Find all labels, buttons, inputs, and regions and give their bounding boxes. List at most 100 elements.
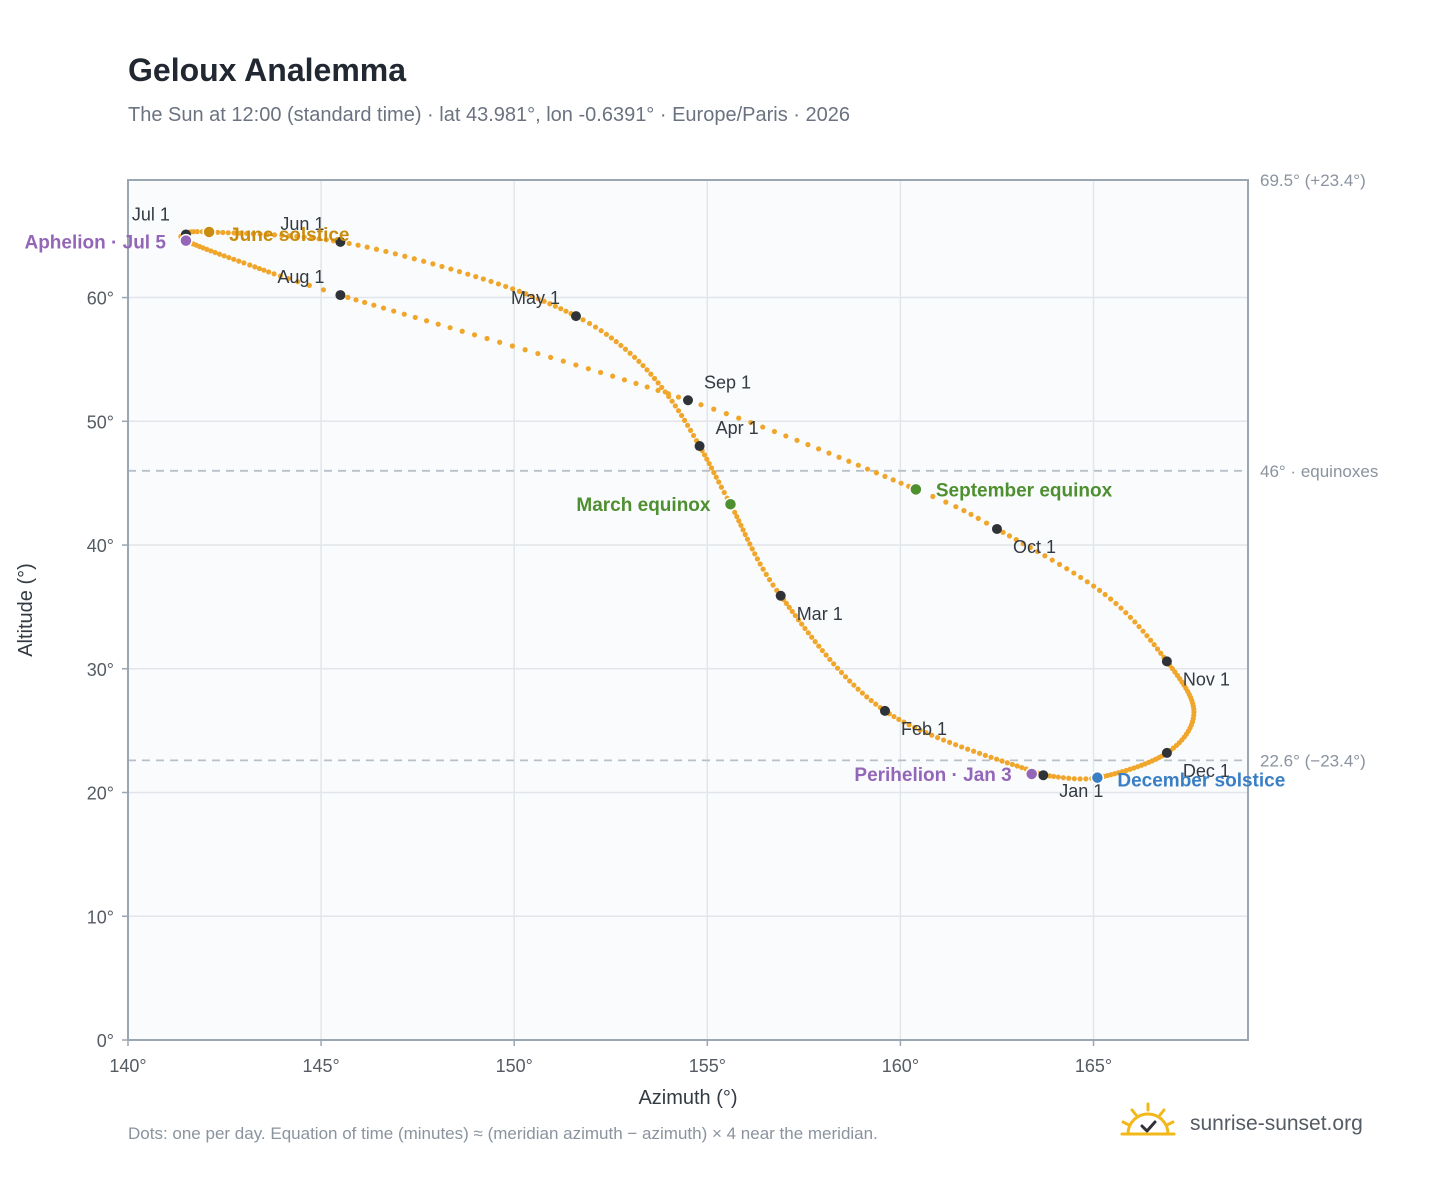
daily-dot <box>644 384 650 390</box>
brand[interactable]: sunrise-sunset.org <box>1118 1100 1418 1150</box>
daily-dot <box>1042 553 1048 559</box>
month-marker <box>335 290 346 301</box>
month-label: May 1 <box>511 288 560 308</box>
daily-dot <box>215 229 221 235</box>
daily-dot <box>968 511 974 517</box>
daily-dot <box>1147 637 1154 643</box>
daily-dot <box>706 460 712 467</box>
daily-dot <box>261 267 267 273</box>
daily-dot <box>423 318 430 324</box>
daily-dot <box>391 308 397 314</box>
daily-dot <box>795 617 802 623</box>
month-label: Apr 1 <box>716 418 759 438</box>
daily-dot <box>890 477 896 483</box>
reference-line-label: 69.5° (+23.4°) <box>1260 171 1366 190</box>
daily-dot <box>473 274 479 280</box>
daily-dot <box>480 276 486 282</box>
daily-dot <box>618 342 624 349</box>
daily-dot <box>947 739 953 746</box>
daily-dot <box>459 328 465 334</box>
daily-dot <box>355 242 361 248</box>
daily-dot <box>760 566 766 572</box>
daily-dot <box>783 600 789 606</box>
daily-dot <box>736 518 742 524</box>
daily-dot <box>309 235 315 241</box>
y-tick-label: 50° <box>87 412 114 432</box>
month-marker <box>1161 656 1172 667</box>
daily-dot <box>1136 623 1142 630</box>
daily-dot <box>266 269 272 275</box>
daily-dot <box>448 266 454 272</box>
daily-dot <box>747 541 753 547</box>
daily-dot <box>247 262 253 268</box>
month-marker <box>879 705 890 716</box>
daily-dot <box>1102 591 1108 598</box>
daily-dot <box>509 343 515 349</box>
daily-dot <box>655 387 661 394</box>
daily-dot <box>716 479 722 485</box>
daily-dot <box>855 686 861 692</box>
event-label: March equinox <box>576 495 711 516</box>
daily-dot <box>723 411 729 417</box>
footnote: Dots: one per day. Equation of time (min… <box>128 1124 878 1143</box>
daily-dot <box>250 231 256 237</box>
daily-dot <box>1078 574 1084 581</box>
daily-dot <box>799 621 805 627</box>
daily-dot <box>655 380 661 386</box>
daily-dot <box>636 358 642 365</box>
month-marker <box>694 441 705 452</box>
daily-dot <box>598 328 604 334</box>
daily-dot <box>734 513 740 520</box>
daily-dot <box>430 261 436 267</box>
daily-dot <box>873 701 879 707</box>
daily-dot <box>766 577 773 583</box>
daily-dot <box>346 240 352 247</box>
daily-dot <box>598 369 604 376</box>
daily-dot <box>721 489 727 496</box>
daily-dot <box>935 735 941 741</box>
daily-dot <box>792 612 798 619</box>
month-label: Feb 1 <box>901 719 947 739</box>
daily-dot <box>687 427 694 433</box>
x-tick-label: 160° <box>882 1056 919 1076</box>
daily-dot <box>277 273 284 279</box>
daily-dot <box>847 678 853 684</box>
daily-dot <box>682 417 688 423</box>
daily-dot <box>231 256 237 262</box>
daily-dot <box>1000 529 1006 535</box>
daily-dot <box>231 230 237 236</box>
daily-dot <box>873 470 880 476</box>
daily-dot <box>1014 763 1020 769</box>
daily-dot <box>640 362 646 369</box>
month-marker <box>1161 747 1172 758</box>
month-marker <box>335 236 346 247</box>
event-marker <box>1024 767 1039 781</box>
daily-dot <box>834 665 841 671</box>
daily-dot <box>923 730 929 736</box>
daily-dot <box>535 296 541 302</box>
daily-dot <box>535 350 541 357</box>
daily-dot <box>748 419 754 426</box>
daily-dot <box>301 234 307 240</box>
daily-dot <box>421 258 427 264</box>
daily-dot <box>1132 619 1138 625</box>
daily-dot <box>295 279 301 285</box>
daily-dot <box>1123 610 1129 616</box>
daily-dot <box>256 265 263 272</box>
daily-dot <box>225 230 231 236</box>
daily-dot <box>563 308 569 314</box>
daily-dot <box>523 291 529 297</box>
y-tick-label: 30° <box>87 660 114 680</box>
daily-dot <box>827 656 833 663</box>
daily-dot <box>603 331 610 337</box>
daily-dot <box>236 258 242 264</box>
daily-dot <box>742 531 748 538</box>
daily-dot <box>497 339 503 345</box>
daily-dot <box>816 643 822 649</box>
daily-dot <box>749 546 755 552</box>
daily-dot <box>439 263 445 270</box>
daily-dot <box>622 346 629 352</box>
daily-dot <box>838 669 845 676</box>
month-marker <box>991 523 1002 534</box>
plot-background <box>128 180 1248 1040</box>
